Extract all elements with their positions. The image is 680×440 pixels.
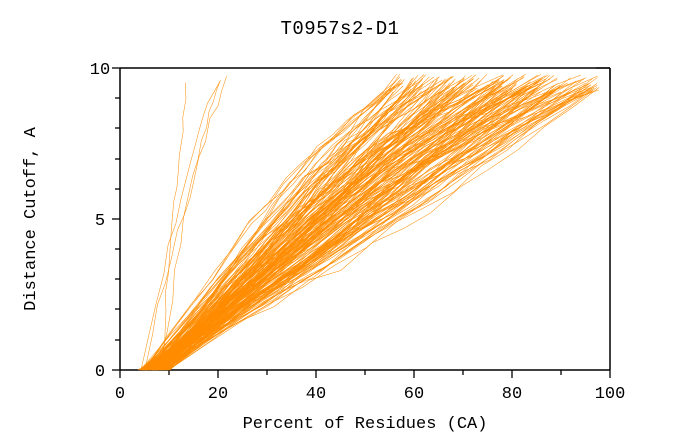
y-major-ticks (112, 68, 120, 370)
model-curve-168 (161, 83, 186, 370)
x-tick-20: 20 (208, 385, 228, 404)
x-tick-40: 40 (306, 385, 326, 404)
data-lines-group (138, 74, 599, 370)
x-axis-title: Percent of Residues (CA) (243, 415, 488, 434)
x-tick-0: 0 (115, 385, 125, 404)
x-tick-80: 80 (502, 385, 522, 404)
top-right-corner-tick (596, 68, 610, 80)
y-tick-labels: 0 5 10 (90, 61, 110, 382)
x-tick-100: 100 (595, 385, 626, 404)
y-tick-5: 5 (95, 212, 105, 231)
y-tick-10: 10 (90, 61, 110, 80)
y-axis-title: Distance Cutoff, A (22, 126, 41, 310)
x-tick-60: 60 (404, 385, 424, 404)
y-tick-0: 0 (95, 363, 105, 382)
chart-container: T0957s2-D1 (0, 0, 680, 440)
x-tick-labels: 0 20 40 60 80 100 (115, 385, 625, 404)
plot-svg: 0 20 40 60 80 100 0 5 10 Percent of Resi… (0, 0, 680, 440)
